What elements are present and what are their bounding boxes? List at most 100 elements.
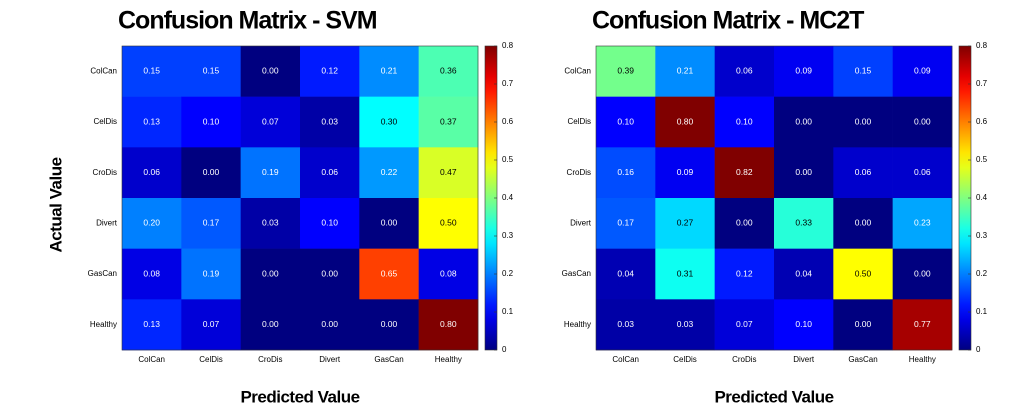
cell xyxy=(596,46,656,97)
x-tick-label: ColCan xyxy=(612,355,639,364)
cell-label: 0.07 xyxy=(262,116,279,126)
cell-label: 0.07 xyxy=(203,319,220,329)
cell-label: 0.03 xyxy=(677,319,694,329)
x-tick-label: GasCan xyxy=(374,355,403,364)
cell xyxy=(655,46,715,97)
cell xyxy=(418,248,479,300)
cell xyxy=(359,198,419,249)
cell xyxy=(300,299,360,351)
cell xyxy=(596,299,656,351)
cell-label: 0.13 xyxy=(143,319,160,329)
colorbar-tick-label: 0 xyxy=(502,345,507,354)
cell-label: 0.36 xyxy=(440,66,457,76)
cell-label: 0.00 xyxy=(321,268,338,278)
colorbar-tick-label: 0.2 xyxy=(502,269,514,278)
cell xyxy=(300,198,360,249)
cell-label: 0.50 xyxy=(855,268,872,278)
cell-label: 0.12 xyxy=(736,268,753,278)
x-tick-label: CroDis xyxy=(732,355,756,364)
cell-label: 0.12 xyxy=(321,66,338,76)
cell xyxy=(359,46,419,97)
cell-label: 0.00 xyxy=(262,66,279,76)
cell xyxy=(714,198,775,249)
cell xyxy=(181,96,241,148)
cell xyxy=(833,299,893,351)
colorbar-tick-label: 0.7 xyxy=(976,79,988,88)
cell xyxy=(418,198,479,249)
y-axis-label: Actual Value xyxy=(46,157,65,252)
plot-frame xyxy=(121,45,479,351)
x-tick-label: Divert xyxy=(793,355,815,364)
cell xyxy=(300,96,360,148)
x-tick-label: CroDis xyxy=(258,355,282,364)
y-tick-label: CroDis xyxy=(567,168,591,177)
y-tick-label: ColCan xyxy=(564,66,591,75)
x-tick-label: GasCan xyxy=(848,355,877,364)
cell-label: 0.00 xyxy=(914,268,931,278)
cell xyxy=(774,299,834,351)
cell-label: 0.80 xyxy=(440,319,457,329)
cell xyxy=(240,299,301,351)
cell-label: 0.20 xyxy=(143,218,160,228)
cell xyxy=(655,96,715,148)
cell-label: 0.50 xyxy=(440,218,457,228)
cell-label: 0.19 xyxy=(262,167,279,177)
cell-label: 0.27 xyxy=(677,218,694,228)
cell-label: 0.09 xyxy=(795,66,812,76)
cell-label: 0.10 xyxy=(321,218,338,228)
cell-label: 0.00 xyxy=(914,116,931,126)
x-tick-label: Healthy xyxy=(435,355,462,364)
cell xyxy=(359,299,419,351)
cell-label: 0.80 xyxy=(677,116,694,126)
cell-label: 0.09 xyxy=(677,167,694,177)
cell xyxy=(240,248,301,300)
cell xyxy=(240,96,301,148)
cell-label: 0.00 xyxy=(855,319,872,329)
colorbar-tick-label: 0.8 xyxy=(976,41,988,50)
cell xyxy=(892,147,953,199)
x-axis-label: Predicted Value xyxy=(240,387,359,406)
cell-label: 0.37 xyxy=(440,116,457,126)
cell xyxy=(418,46,479,97)
cell xyxy=(418,96,479,148)
cell xyxy=(892,198,953,249)
cell-label: 0.00 xyxy=(321,319,338,329)
cell xyxy=(122,198,182,249)
cell xyxy=(359,248,419,300)
cell-label: 0.00 xyxy=(855,218,872,228)
cell-label: 0.17 xyxy=(617,218,634,228)
y-tick-label: GasCan xyxy=(562,269,591,278)
y-tick-label: Divert xyxy=(96,218,118,227)
cell-label: 0.15 xyxy=(855,66,872,76)
cell-label: 0.65 xyxy=(381,268,398,278)
cell xyxy=(240,46,301,97)
colorbar-tick-label: 0.3 xyxy=(502,231,514,240)
cell-label: 0.16 xyxy=(617,167,634,177)
cell xyxy=(596,147,656,199)
colorbar-tick-label: 0.1 xyxy=(976,307,988,316)
cell xyxy=(892,96,953,148)
cell xyxy=(892,299,953,351)
cell-label: 0.31 xyxy=(677,268,694,278)
colorbar-tick-label: 0.6 xyxy=(502,117,514,126)
cell xyxy=(122,46,182,97)
colorbar-tick-label: 0.1 xyxy=(502,307,514,316)
cell-label: 0.10 xyxy=(617,116,634,126)
cell xyxy=(892,46,953,97)
cell-label: 0.17 xyxy=(203,218,220,228)
cell-label: 0.09 xyxy=(914,66,931,76)
cell-label: 0.06 xyxy=(914,167,931,177)
cell xyxy=(833,248,893,300)
cell xyxy=(774,96,834,148)
cell xyxy=(300,46,360,97)
cell-label: 0.04 xyxy=(617,268,634,278)
cell-label: 0.15 xyxy=(203,66,220,76)
cell xyxy=(359,147,419,199)
x-tick-label: ColCan xyxy=(138,355,165,364)
colorbar-tick-label: 0.6 xyxy=(976,117,988,126)
cell xyxy=(774,198,834,249)
cell-label: 0.04 xyxy=(795,268,812,278)
cell xyxy=(181,299,241,351)
cell-label: 0.00 xyxy=(736,218,753,228)
